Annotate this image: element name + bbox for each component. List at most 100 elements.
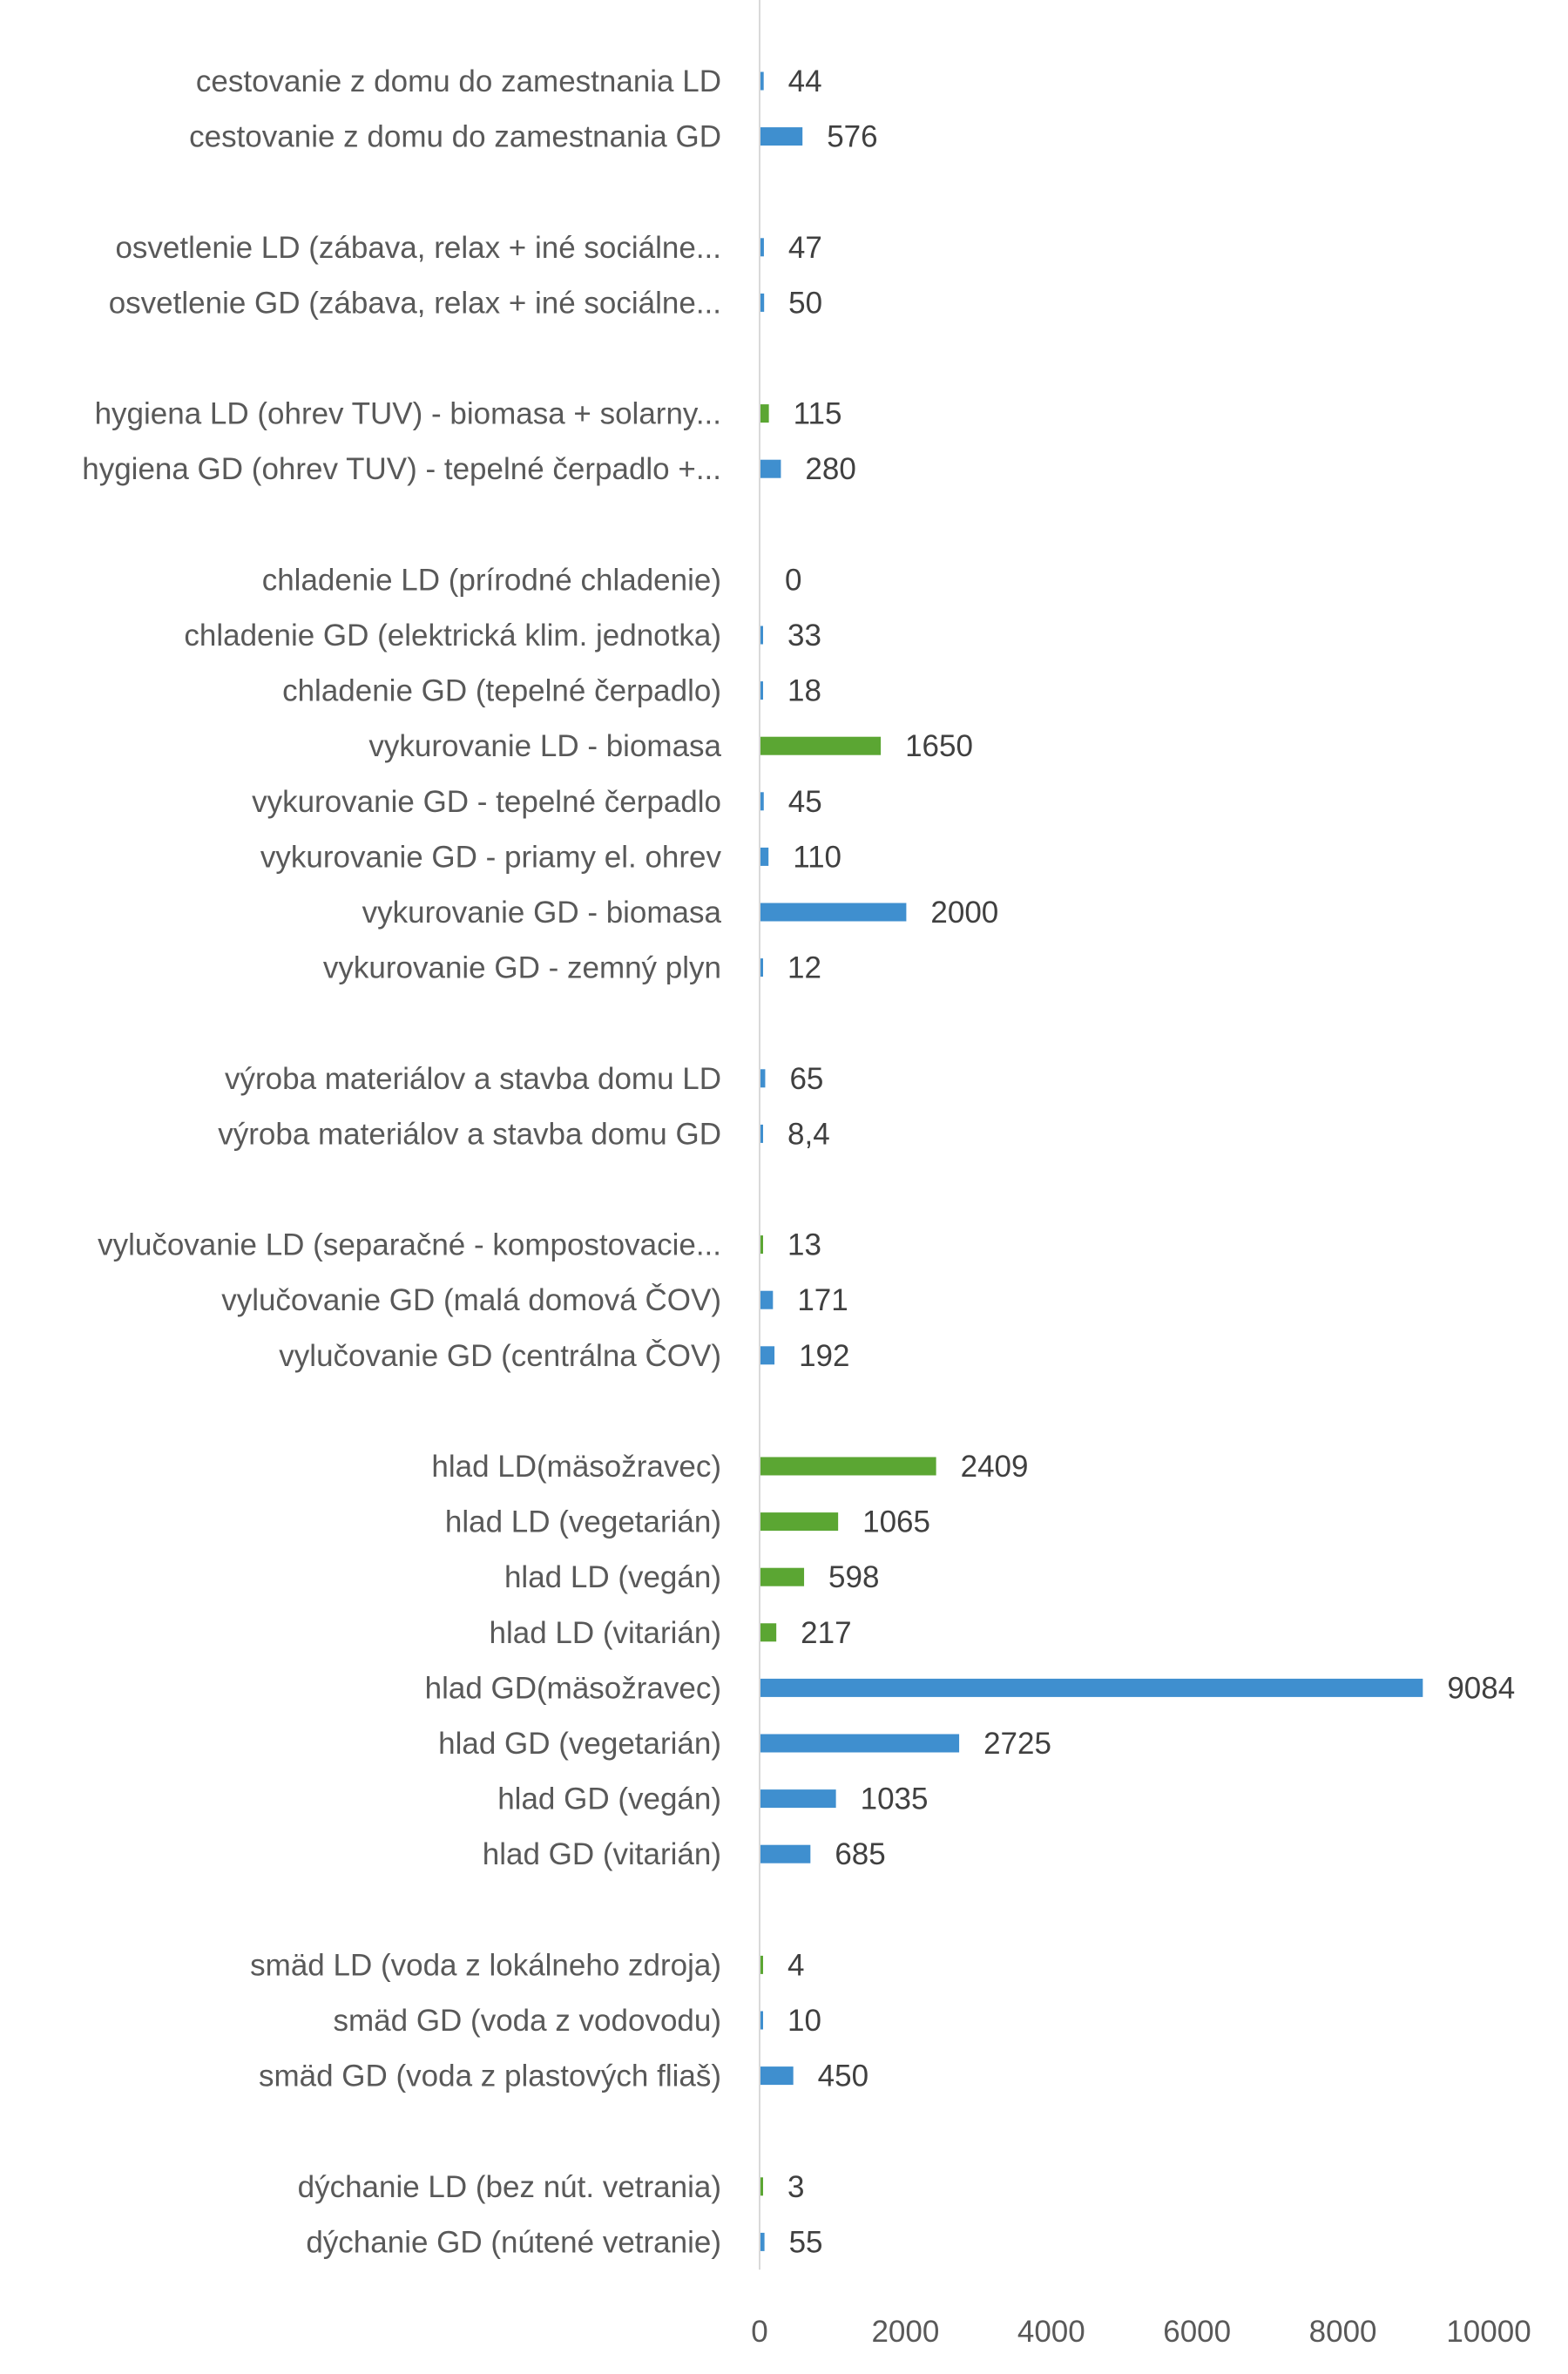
bar bbox=[760, 736, 882, 755]
bar-row: vykurovanie GD - zemný plyn 12 bbox=[323, 951, 821, 985]
data-label: 12 bbox=[787, 951, 821, 985]
category-label: hlad LD(mäsožravec) bbox=[431, 1450, 721, 1484]
category-label: hlad LD (vegetarián) bbox=[445, 1505, 721, 1539]
bar bbox=[760, 1678, 1423, 1697]
bar bbox=[760, 238, 764, 257]
category-label: vykurovanie GD - priamy el. ohrev bbox=[260, 840, 722, 874]
category-label: smäd GD (voda z vodovodu) bbox=[334, 2004, 721, 2038]
bar-row: hlad GD (vegetarián) 2725 bbox=[438, 1727, 1051, 1761]
data-label: 1035 bbox=[861, 1782, 929, 1816]
category-label: hlad LD (vitarián) bbox=[490, 1616, 722, 1650]
bar-row: hlad LD (vegán) 598 bbox=[504, 1560, 880, 1594]
bar bbox=[760, 1734, 960, 1753]
bar-row: smäd GD (voda z plastových fliaš) 450 bbox=[259, 2059, 868, 2093]
bar-row: vykurovanie LD - biomasa 1650 bbox=[368, 729, 973, 763]
bar-row: osvetlenie LD (zábava, relax + iné sociá… bbox=[115, 231, 821, 265]
bar bbox=[760, 847, 769, 866]
data-label: 33 bbox=[787, 619, 821, 653]
bar-row: výroba materiálov a stavba domu LD 65 bbox=[225, 1062, 823, 1096]
bar bbox=[760, 958, 763, 977]
bar-row: cestovanie z domu do zamestnania GD 576 bbox=[189, 120, 878, 154]
data-label: 65 bbox=[789, 1062, 823, 1096]
bar-row: hygiena GD (ohrev TUV) - tepelné čerpadl… bbox=[82, 452, 856, 486]
data-label: 192 bbox=[799, 1339, 849, 1373]
category-label: vykurovanie LD - biomasa bbox=[368, 729, 721, 763]
data-label: 1650 bbox=[905, 729, 973, 763]
category-label: chladenie GD (tepelné čerpadlo) bbox=[282, 674, 721, 708]
bar bbox=[760, 2011, 763, 2030]
bar bbox=[760, 2177, 763, 2196]
bar-row: vylučovanie LD (separačné - kompostovaci… bbox=[98, 1228, 821, 1262]
x-tick-label: 10000 bbox=[1446, 2315, 1531, 2349]
category-label: vykurovanie GD - tepelné čerpadlo bbox=[252, 785, 721, 819]
bar-row: hlad GD (vitarián) 685 bbox=[483, 1837, 886, 1871]
bar-row: dýchanie GD (nútené vetranie) 55 bbox=[306, 2225, 822, 2259]
bar bbox=[760, 1346, 775, 1365]
bar bbox=[760, 293, 765, 312]
category-label: chladenie LD (prírodné chladenie) bbox=[262, 563, 721, 597]
bar bbox=[760, 626, 763, 645]
data-label: 45 bbox=[788, 785, 822, 819]
category-label: vylučovanie GD (centrálna ČOV) bbox=[279, 1339, 721, 1373]
data-label: 2000 bbox=[930, 896, 998, 930]
data-label: 50 bbox=[788, 286, 822, 320]
bar-row: osvetlenie GD (zábava, relax + iné sociá… bbox=[109, 286, 822, 320]
category-label: cestovanie z domu do zamestnania GD bbox=[189, 120, 721, 154]
category-label: osvetlenie LD (zábava, relax + iné sociá… bbox=[115, 231, 721, 265]
data-label: 685 bbox=[835, 1837, 885, 1871]
category-label: cestovanie z domu do zamestnania LD bbox=[196, 64, 721, 98]
bar-row: hlad GD (vegán) 1035 bbox=[497, 1782, 928, 1816]
data-label: 9084 bbox=[1447, 1671, 1515, 1705]
bar-row: hlad LD (vitarián) 217 bbox=[490, 1616, 852, 1650]
x-tick-label: 0 bbox=[751, 2315, 767, 2349]
bar-row: hlad LD(mäsožravec) 2409 bbox=[431, 1450, 1028, 1484]
bar bbox=[760, 71, 764, 91]
x-tick-label: 4000 bbox=[1017, 2315, 1085, 2349]
bar bbox=[760, 1567, 805, 1586]
bar-row: vykurovanie GD - biomasa 2000 bbox=[362, 896, 999, 930]
data-label: 217 bbox=[801, 1616, 851, 1650]
bar bbox=[760, 2232, 765, 2251]
category-label: hlad LD (vegán) bbox=[504, 1560, 721, 1594]
category-label: smäd LD (voda z lokálneho zdroja) bbox=[250, 1948, 721, 1982]
bar-row: chladenie GD (tepelné čerpadlo) 18 bbox=[282, 674, 821, 708]
bar bbox=[760, 1789, 836, 1809]
category-label: osvetlenie GD (zábava, relax + iné sociá… bbox=[109, 286, 721, 320]
bar bbox=[760, 1844, 811, 1863]
bar bbox=[760, 1512, 839, 1532]
category-label: hygiena LD (ohrev TUV) - biomasa + solar… bbox=[95, 397, 721, 431]
bar bbox=[760, 2066, 794, 2086]
bar-row: hlad GD(mäsožravec) 9084 bbox=[425, 1671, 1516, 1705]
bar-row: vylučovanie GD (centrálna ČOV) 192 bbox=[279, 1339, 849, 1373]
data-label: 8,4 bbox=[787, 1117, 830, 1151]
bar bbox=[760, 1235, 763, 1255]
bar-row: hlad LD (vegetarián) 1065 bbox=[445, 1505, 930, 1539]
data-label: 4 bbox=[787, 1948, 804, 1982]
data-label: 2409 bbox=[961, 1450, 1029, 1484]
bar bbox=[760, 127, 803, 146]
bar bbox=[760, 903, 907, 922]
data-label: 280 bbox=[805, 452, 855, 486]
bar-row: vykurovanie GD - tepelné čerpadlo 45 bbox=[252, 785, 822, 819]
bar bbox=[760, 1069, 766, 1088]
category-label: smäd GD (voda z plastových fliaš) bbox=[259, 2059, 721, 2093]
data-label: 47 bbox=[788, 231, 822, 265]
category-label: výroba materiálov a stavba domu LD bbox=[225, 1062, 721, 1096]
data-label: 598 bbox=[828, 1560, 879, 1594]
bar-row: smäd GD (voda z vodovodu) 10 bbox=[334, 2004, 821, 2038]
data-label: 2725 bbox=[983, 1727, 1051, 1761]
bar bbox=[760, 1623, 777, 1642]
data-label: 3 bbox=[787, 2170, 804, 2204]
category-label: vykurovanie GD - zemný plyn bbox=[323, 951, 721, 985]
bar-row: výroba materiálov a stavba domu GD 8,4 bbox=[218, 1117, 829, 1151]
category-label: vykurovanie GD - biomasa bbox=[362, 896, 722, 930]
bar-row: vykurovanie GD - priamy el. ohrev 110 bbox=[260, 840, 841, 874]
category-label: hygiena GD (ohrev TUV) - tepelné čerpadl… bbox=[82, 452, 721, 486]
category-label: výroba materiálov a stavba domu GD bbox=[218, 1117, 721, 1151]
category-label: hlad GD (vitarián) bbox=[483, 1837, 721, 1871]
data-label: 171 bbox=[797, 1283, 848, 1317]
category-label: chladenie GD (elektrická klim. jednotka) bbox=[184, 619, 721, 653]
bars: cestovanie z domu do zamestnania LD 44ces… bbox=[82, 64, 1515, 2259]
category-label: hlad GD(mäsožravec) bbox=[425, 1671, 721, 1705]
